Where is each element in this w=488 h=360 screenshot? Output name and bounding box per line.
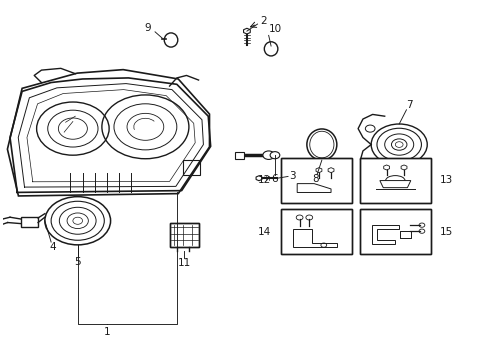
- Text: 6: 6: [271, 174, 278, 184]
- Text: 15: 15: [439, 227, 452, 237]
- Circle shape: [418, 223, 424, 227]
- Bar: [359, 209, 430, 255]
- Text: 3: 3: [289, 171, 296, 181]
- Text: 12: 12: [257, 175, 270, 185]
- Bar: [399, 231, 410, 238]
- Polygon shape: [400, 165, 406, 170]
- Bar: [359, 158, 430, 203]
- Text: 4: 4: [49, 242, 56, 252]
- Text: 13: 13: [439, 175, 452, 185]
- Circle shape: [305, 215, 312, 220]
- Bar: [359, 158, 430, 203]
- Circle shape: [296, 215, 303, 220]
- Bar: [399, 231, 410, 238]
- Bar: [280, 209, 351, 255]
- Bar: [280, 209, 351, 255]
- Bar: [234, 152, 243, 159]
- Bar: [20, 217, 38, 227]
- Polygon shape: [327, 168, 333, 173]
- Text: 9: 9: [144, 23, 151, 33]
- Text: 10: 10: [268, 24, 281, 34]
- Bar: [280, 158, 351, 203]
- Text: 11: 11: [177, 258, 190, 268]
- Bar: [169, 222, 198, 247]
- Circle shape: [418, 229, 424, 233]
- Text: 8: 8: [312, 174, 319, 184]
- Bar: [359, 209, 430, 255]
- Circle shape: [263, 151, 274, 159]
- Text: 2: 2: [260, 15, 266, 26]
- Polygon shape: [315, 168, 321, 173]
- Text: 14: 14: [257, 227, 270, 237]
- Bar: [280, 158, 351, 203]
- Polygon shape: [256, 176, 262, 181]
- Text: 7: 7: [406, 100, 412, 110]
- Bar: [182, 160, 200, 175]
- Circle shape: [269, 152, 279, 159]
- Polygon shape: [383, 165, 389, 170]
- Text: 5: 5: [74, 257, 81, 266]
- Bar: [169, 222, 198, 247]
- Polygon shape: [243, 28, 250, 34]
- Circle shape: [391, 139, 406, 150]
- Text: 1: 1: [103, 327, 110, 337]
